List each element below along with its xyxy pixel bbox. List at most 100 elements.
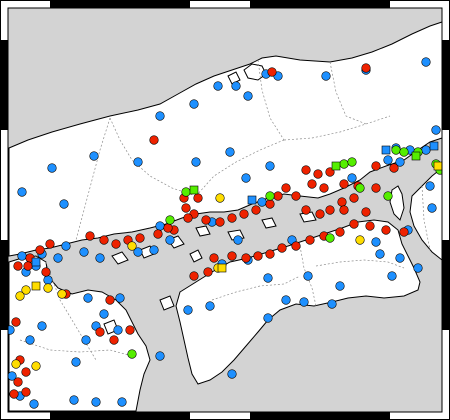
red-circle-marker [189, 271, 199, 281]
blue-circle-marker [205, 301, 215, 311]
frame-left-segment [0, 0, 8, 40]
border-shimane-hiroshima [109, 117, 197, 197]
red-circle-marker [325, 205, 335, 215]
blue-circle-marker [191, 157, 201, 167]
red-circle-marker [215, 217, 225, 227]
red-circle-marker [45, 239, 55, 249]
blue-circle-marker [421, 57, 431, 67]
red-circle-marker [349, 193, 359, 203]
inland-sea-island-9 [159, 295, 175, 311]
green-square-marker [189, 185, 199, 195]
blue-circle-marker [89, 151, 99, 161]
blue-circle-marker [43, 275, 53, 285]
green-circle-marker [165, 215, 175, 225]
red-circle-marker [335, 227, 345, 237]
frame-top-segment [390, 0, 450, 8]
blue-circle-marker [241, 173, 251, 183]
red-circle-marker [201, 215, 211, 225]
red-circle-marker [301, 165, 311, 175]
red-circle-marker [183, 213, 193, 223]
red-circle-marker [291, 191, 301, 201]
frame-left-segment [0, 240, 8, 330]
red-circle-marker [35, 245, 45, 255]
frame-top-segment [250, 0, 390, 8]
blue-circle-marker [425, 181, 435, 191]
frame-right-segment [442, 0, 450, 40]
border-shikoku-tokushima-kochi [315, 259, 405, 269]
yellow-square-marker [217, 263, 227, 273]
red-circle-marker [227, 213, 237, 223]
chugoku-landmass [8, 21, 443, 257]
red-circle-marker [361, 207, 371, 217]
red-circle-marker [149, 135, 159, 145]
awaji-island [389, 185, 405, 221]
red-circle-marker [9, 389, 19, 399]
blue-circle-marker [421, 145, 431, 155]
land-areas [8, 21, 443, 412]
red-circle-marker [277, 243, 287, 253]
red-circle-marker [85, 231, 95, 241]
blue-circle-marker [327, 299, 337, 309]
blue-circle-marker [155, 351, 165, 361]
inland-sea-island-5 [111, 251, 129, 265]
blue-circle-marker [37, 321, 47, 331]
frame-top-segment [190, 0, 250, 8]
red-circle-marker [381, 225, 391, 235]
blue-circle-marker [321, 71, 331, 81]
frame-left-segment [0, 40, 8, 130]
blue-circle-marker [133, 157, 143, 167]
blue-circle-marker [431, 125, 441, 135]
blue-circle-marker [29, 399, 39, 409]
blue-circle-marker [83, 293, 93, 303]
blue-circle-marker [427, 203, 437, 213]
red-circle-marker [365, 221, 375, 231]
red-circle-marker [23, 261, 33, 271]
red-circle-marker [273, 191, 283, 201]
blue-circle-marker [183, 305, 193, 315]
green-square-marker [411, 151, 421, 161]
red-circle-marker [291, 241, 301, 251]
blue-square-marker [381, 145, 391, 155]
blue-circle-marker [47, 163, 57, 173]
red-circle-marker [239, 209, 249, 219]
blue-circle-marker [165, 235, 175, 245]
red-circle-marker [349, 219, 359, 229]
blue-circle-marker [243, 91, 253, 101]
frame-bottom-segment [0, 412, 50, 420]
border-tottori-okayama [283, 115, 391, 141]
blue-circle-marker [17, 187, 27, 197]
red-circle-marker [265, 249, 275, 259]
border-kyushu-oita-fukuoka [45, 261, 97, 361]
red-circle-marker [313, 169, 323, 179]
red-circle-marker [371, 183, 381, 193]
red-circle-marker [301, 205, 311, 215]
blue-circle-marker [413, 263, 423, 273]
red-circle-marker [11, 317, 21, 327]
frame-right-segment [442, 240, 450, 330]
frame-inner-outline [7, 7, 443, 413]
blue-circle-marker [59, 199, 69, 209]
red-circle-marker [21, 387, 31, 397]
red-circle-marker [227, 251, 237, 261]
green-circle-marker [347, 157, 357, 167]
green-square-marker [331, 161, 341, 171]
green-circle-marker [399, 147, 409, 157]
frame-right-segment [442, 130, 450, 240]
red-circle-marker [181, 203, 191, 213]
green-circle-marker [355, 183, 365, 193]
inland-sea-island-2 [195, 225, 211, 237]
red-circle-marker [307, 179, 317, 189]
blue-circle-marker [303, 271, 313, 281]
green-circle-marker [181, 187, 191, 197]
blue-circle-marker [113, 325, 123, 335]
blue-circle-marker [53, 253, 63, 263]
blue-circle-marker [95, 253, 105, 263]
kyushu-landmass [8, 255, 151, 412]
border-hiroshima-yamaguchi [75, 117, 111, 241]
yellow-circle-marker [57, 289, 67, 299]
red-circle-marker [371, 161, 381, 171]
border-hiroshima-okayama [195, 139, 285, 197]
frame-right-segment [442, 330, 450, 420]
station-markers [5, 57, 445, 409]
